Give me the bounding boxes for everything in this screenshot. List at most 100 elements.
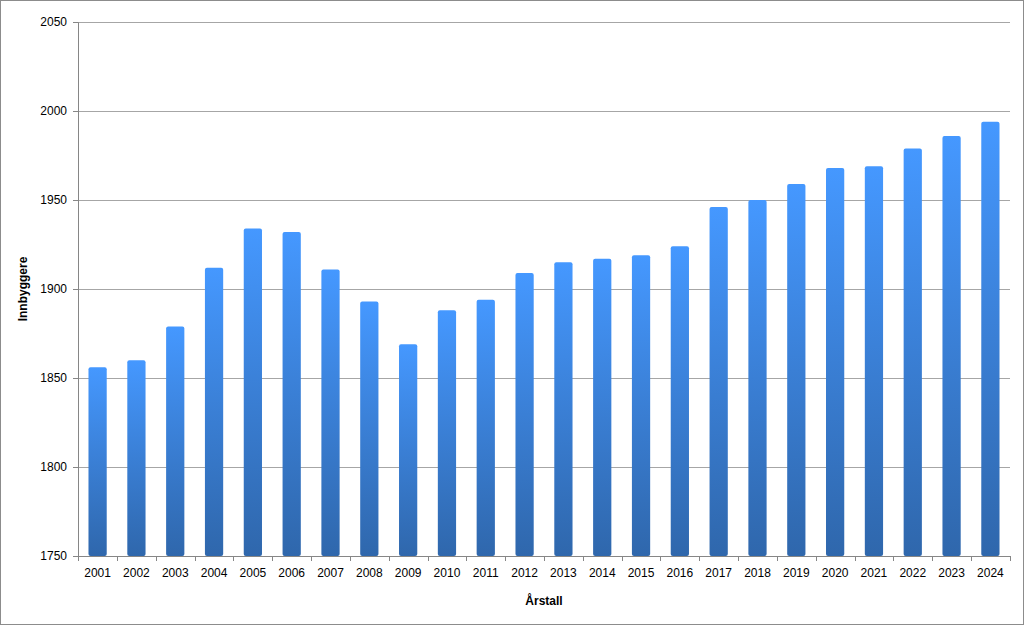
x-tick: 2008 bbox=[356, 556, 383, 580]
chart: 1750180018501900195020002050200120022003… bbox=[0, 0, 1024, 625]
bar bbox=[515, 273, 533, 556]
x-separator bbox=[233, 556, 234, 561]
bar bbox=[477, 300, 495, 556]
x-tick-label: 2017 bbox=[705, 566, 732, 580]
y-tick-mark bbox=[73, 467, 78, 468]
y-tick-mark bbox=[73, 111, 78, 112]
x-tick-label: 2008 bbox=[356, 566, 383, 580]
x-separator bbox=[311, 556, 312, 561]
bar bbox=[244, 228, 262, 556]
x-separator bbox=[156, 556, 157, 561]
bar bbox=[865, 166, 883, 556]
x-separator bbox=[428, 556, 429, 561]
x-tick: 2013 bbox=[550, 556, 577, 580]
bar bbox=[399, 344, 417, 556]
bar bbox=[166, 326, 184, 556]
x-tick-label: 2009 bbox=[395, 566, 422, 580]
y-tick-mark bbox=[73, 556, 78, 557]
bar bbox=[127, 360, 145, 556]
bar bbox=[632, 255, 650, 556]
x-tick-label: 2004 bbox=[201, 566, 228, 580]
y-axis-line bbox=[73, 23, 79, 557]
x-tick: 2016 bbox=[667, 556, 694, 580]
x-tick-label: 2013 bbox=[550, 566, 577, 580]
x-separator bbox=[971, 556, 972, 561]
y-tick: 1950 bbox=[40, 193, 78, 207]
frame bbox=[1, 1, 1024, 625]
bars bbox=[88, 122, 999, 556]
y-tick: 1900 bbox=[40, 282, 78, 296]
x-separator bbox=[777, 556, 778, 561]
x-tick-label: 2024 bbox=[977, 566, 1004, 580]
x-separator bbox=[1010, 556, 1011, 561]
x-tick: 2014 bbox=[589, 556, 616, 580]
x-tick: 2011 bbox=[473, 556, 499, 580]
x-tick: 2021 bbox=[861, 556, 888, 580]
bar bbox=[787, 184, 805, 556]
x-tick: 2004 bbox=[201, 556, 228, 580]
x-tick-label: 2020 bbox=[822, 566, 849, 580]
x-tick-label: 2023 bbox=[938, 566, 965, 580]
bar bbox=[283, 232, 301, 556]
bar bbox=[593, 259, 611, 556]
x-tick: 2023 bbox=[938, 556, 965, 580]
y-tick: 2050 bbox=[40, 15, 78, 29]
x-separators bbox=[79, 556, 1011, 561]
y-tick-label: 1800 bbox=[40, 460, 67, 474]
x-separator bbox=[117, 556, 118, 561]
x-separator bbox=[622, 556, 623, 561]
x-tick: 2003 bbox=[162, 556, 189, 580]
x-tick-label: 2012 bbox=[511, 566, 538, 580]
bar bbox=[942, 136, 960, 556]
x-tick-label: 2001 bbox=[84, 566, 111, 580]
grid-line bbox=[78, 111, 1010, 112]
bar bbox=[710, 207, 728, 556]
x-axis: 2001200220032004200520062007200820092010… bbox=[79, 556, 1011, 580]
x-separator bbox=[195, 556, 196, 561]
x-separator bbox=[466, 556, 467, 561]
x-tick: 2009 bbox=[395, 556, 422, 580]
x-tick-label: 2007 bbox=[317, 566, 344, 580]
x-tick-label: 2005 bbox=[240, 566, 267, 580]
x-separator bbox=[893, 556, 894, 561]
bar bbox=[205, 268, 223, 556]
x-separator bbox=[544, 556, 545, 561]
x-separator bbox=[932, 556, 933, 561]
x-separator bbox=[855, 556, 856, 561]
x-separator bbox=[583, 556, 584, 561]
y-tick-mark bbox=[73, 378, 78, 379]
bar bbox=[360, 301, 378, 556]
bar bbox=[748, 200, 766, 556]
x-tick: 2018 bbox=[744, 556, 771, 580]
bar bbox=[321, 269, 339, 556]
y-tick: 2000 bbox=[40, 104, 78, 118]
bar bbox=[826, 168, 844, 556]
x-tick: 2024 bbox=[977, 556, 1004, 580]
y-tick: 1850 bbox=[40, 371, 78, 385]
x-axis-title: Årstall bbox=[525, 593, 562, 608]
x-separator bbox=[816, 556, 817, 561]
x-tick-label: 2011 bbox=[473, 566, 499, 580]
x-tick-label: 2022 bbox=[899, 566, 926, 580]
x-tick: 2006 bbox=[278, 556, 305, 580]
y-tick: 1800 bbox=[40, 460, 78, 474]
x-tick-label: 2015 bbox=[628, 566, 655, 580]
plot: 1750180018501900195020002050200120022003… bbox=[40, 15, 1010, 579]
x-tick: 2015 bbox=[628, 556, 655, 580]
x-separator bbox=[350, 556, 351, 561]
x-separator bbox=[78, 556, 79, 561]
y-axis: 1750180018501900195020002050 bbox=[40, 15, 78, 563]
x-tick: 2019 bbox=[783, 556, 810, 580]
x-separator bbox=[738, 556, 739, 561]
y-tick-label: 2000 bbox=[40, 104, 67, 118]
x-separator bbox=[272, 556, 273, 561]
y-tick-mark bbox=[73, 200, 78, 201]
bar bbox=[671, 246, 689, 556]
x-tick-label: 2003 bbox=[162, 566, 189, 580]
x-separator bbox=[699, 556, 700, 561]
x-tick: 2012 bbox=[511, 556, 538, 580]
y-tick-label: 1850 bbox=[40, 371, 67, 385]
x-tick: 2022 bbox=[899, 556, 926, 580]
bar bbox=[981, 122, 999, 556]
bar bbox=[554, 262, 572, 556]
